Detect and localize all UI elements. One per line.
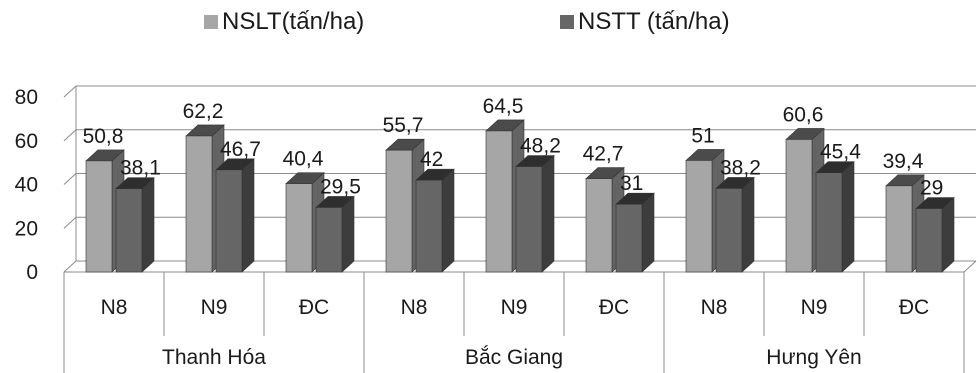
group-label-0: Thanh Hóa	[162, 346, 266, 369]
data-label-nslt-5: 42,7	[583, 143, 624, 166]
bar-nstt-7	[815, 172, 843, 273]
gridline-depth-0	[63, 260, 77, 273]
bar-side-1-6	[741, 176, 755, 273]
group-label-1: Bắc Giang	[465, 346, 563, 369]
data-label-nstt-6: 38,2	[720, 156, 761, 179]
legend-item-nslt: NSLT(tấn/ha)	[204, 8, 364, 36]
data-label-nslt-1: 62,2	[183, 100, 224, 123]
data-label-nslt-0: 50,8	[83, 125, 124, 148]
data-label-nstt-4: 48,2	[520, 135, 561, 158]
x-tick-label-6: N8	[701, 296, 728, 319]
bar-nslt-1	[185, 135, 213, 273]
x-tick-label-0: N8	[101, 296, 128, 319]
y-tick-label-3: 60	[15, 130, 38, 153]
y-tick-label-2: 40	[15, 174, 38, 197]
bar-nstt-0	[115, 188, 143, 273]
bar-nstt-6	[715, 188, 743, 273]
data-label-nslt-7: 60,6	[783, 103, 824, 126]
group-label-2: Hưng Yên	[766, 346, 861, 369]
data-label-nslt-6: 51	[691, 124, 714, 147]
bar-nstt-8	[915, 208, 943, 273]
data-label-nstt-3: 42	[420, 148, 443, 171]
legend-label-nstt: NSTT (tấn/ha)	[578, 8, 730, 35]
y-tick-label-4: 80	[15, 86, 38, 109]
data-label-nstt-8: 29	[920, 177, 943, 200]
x-tick-label-3: N8	[401, 296, 428, 319]
bar-nslt-2	[285, 183, 313, 273]
data-label-nslt-4: 64,5	[483, 95, 524, 118]
chart-legend: NSLT(tấn/ha) NSTT (tấn/ha)	[0, 8, 980, 38]
bar-nstt-3	[415, 179, 443, 273]
x-tick-label-2: ĐC	[299, 296, 329, 319]
x-tick-label-7: N9	[801, 296, 828, 319]
gridline-depth-4	[63, 85, 77, 98]
bar-nslt-5	[585, 178, 613, 273]
y-tick-label-1: 20	[15, 217, 38, 240]
data-label-nstt-2: 29,5	[320, 175, 361, 198]
bar-side-1-3	[441, 168, 455, 273]
bar-side-1-8	[941, 196, 955, 273]
y-tick-label-0: 0	[26, 261, 38, 284]
bar-nstt-4	[515, 166, 543, 273]
legend-swatch-nslt	[204, 15, 218, 29]
data-label-nslt-8: 39,4	[883, 150, 924, 173]
bar-side-1-1	[241, 158, 255, 273]
x-tick-label-4: N9	[501, 296, 528, 319]
x-tick-label-8: ĐC	[899, 296, 929, 319]
gridline-depth-1	[63, 216, 77, 229]
bar-nslt-6	[685, 160, 713, 273]
data-label-nstt-7: 45,4	[820, 141, 861, 164]
bar-side-1-0	[141, 176, 155, 273]
x-tick-label-1: N9	[201, 296, 228, 319]
bar-nstt-2	[315, 207, 343, 273]
x-tick-label-5: ĐC	[599, 296, 629, 319]
bar-nslt-0	[85, 160, 113, 273]
data-label-nstt-5: 31	[620, 172, 643, 195]
data-label-nstt-1: 46,7	[220, 138, 261, 161]
gridline-depth-2	[63, 173, 77, 185]
bar-nstt-5	[615, 203, 643, 273]
gridline-depth-3	[63, 129, 77, 142]
data-label-nslt-2: 40,4	[283, 148, 324, 171]
bar-nslt-8	[885, 185, 913, 273]
floor-right-edge	[963, 260, 977, 273]
bar-side-1-7	[841, 161, 855, 273]
bar-side-1-4	[541, 154, 555, 273]
bar-nslt-3	[385, 149, 413, 273]
bar-nslt-7	[785, 139, 813, 273]
legend-item-nstt: NSTT (tấn/ha)	[560, 8, 730, 36]
legend-label-nslt: NSLT(tấn/ha)	[222, 8, 365, 35]
legend-swatch-nstt	[560, 15, 574, 29]
data-label-nstt-0: 38,1	[120, 157, 161, 180]
data-label-nslt-3: 55,7	[383, 114, 424, 137]
bar-nslt-4	[485, 130, 513, 273]
bar-nstt-1	[215, 169, 243, 273]
bar-side-1-2	[341, 195, 355, 273]
bar-side-1-5	[641, 192, 655, 273]
